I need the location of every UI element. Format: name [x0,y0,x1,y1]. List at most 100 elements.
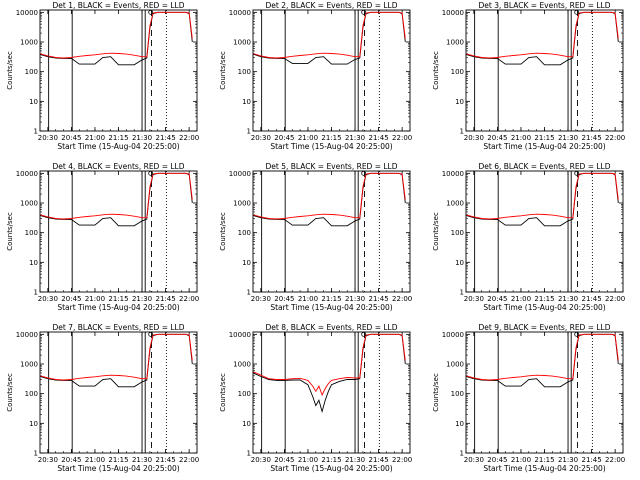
chart-title: Det 8, BLACK = Events, RED = LLD [265,323,397,332]
x-tick-label: 21:30 [132,295,152,303]
series-line-events [39,172,193,227]
x-tick-label: 21:00 [298,456,318,464]
y-tick-label: 1000 [233,200,251,208]
series-line-lld [465,172,619,220]
x-tick-label: 21:30 [132,456,152,464]
x-tick-label: 20:30 [38,295,58,303]
chart-panel-4: Det 4, BLACK = Events, RED = LLD 1 10 100 10… [6,162,199,312]
plot-frame [465,331,624,454]
y-tick-label: 1 [460,450,464,458]
x-tick-label: 21:45 [369,295,389,303]
x-tick-label: 21:15 [321,134,341,142]
y-tick-label: 10 [242,420,251,428]
x-tick-label: 20:30 [38,456,58,464]
y-tick-label: 10000 [442,331,464,339]
y-tick-label: 10 [455,420,464,428]
x-tick-label: 20:30 [251,134,271,142]
y-tick-label: 100 [25,68,38,76]
x-tick-label: 22:00 [392,134,412,142]
x-tick-label: 21:00 [298,134,318,142]
series-line-lld [252,11,406,59]
y-tick-label: 10000 [16,170,38,178]
y-tick-label: 10 [455,98,464,106]
y-tick-label: 10 [29,420,38,428]
chart-title: Det 5, BLACK = Events, RED = LLD [265,162,397,171]
plot-frame [465,9,624,132]
y-tick-label: 10000 [442,9,464,17]
y-tick-label: 1 [34,289,38,297]
peak-marker [148,9,154,15]
series-line-lld [465,11,619,59]
x-tick-label: 21:45 [369,134,389,142]
x-axis-label: Start Time (15-Aug-04 20:25:00) [270,464,392,473]
y-tick-label: 10000 [16,331,38,339]
x-tick-label: 20:30 [251,456,271,464]
series-line-lld [39,11,193,59]
y-tick-label: 100 [238,68,251,76]
chart-panel-1: Det 1, BLACK = Events, RED = LLD 1 10 100 10… [6,1,199,151]
x-tick-label: 21:00 [85,295,105,303]
y-tick-label: 10000 [16,9,38,17]
series-line-events [252,11,406,65]
y-axis-label: Counts/sec [432,373,440,412]
y-tick-label: 1 [460,289,464,297]
x-tick-label: 22:00 [179,456,199,464]
chart-title: Det 2, BLACK = Events, RED = LLD [265,1,397,10]
x-axis-label: Start Time (15-Aug-04 20:25:00) [270,303,392,312]
y-axis-label: Counts/sec [6,51,14,90]
x-tick-label: 20:45 [274,134,294,142]
x-tick-label: 20:45 [274,295,294,303]
y-tick-label: 100 [451,390,464,398]
series-line-lld [39,333,193,381]
x-tick-label: 21:00 [511,456,531,464]
y-tick-label: 1 [34,450,38,458]
peak-marker [361,9,367,15]
chart-title: Det 6, BLACK = Events, RED = LLD [478,162,610,171]
chart-title: Det 7, BLACK = Events, RED = LLD [52,323,184,332]
y-tick-label: 100 [238,229,251,237]
chart-panel-2: Det 2, BLACK = Events, RED = LLD 1 10 100 10… [219,1,412,151]
x-axis-label: Start Time (15-Aug-04 20:25:00) [57,303,179,312]
x-tick-label: 21:45 [369,456,389,464]
x-tick-label: 22:00 [605,456,625,464]
x-tick-label: 20:45 [61,456,81,464]
plot-frame [39,170,198,293]
x-tick-label: 21:30 [558,456,578,464]
x-axis-label: Start Time (15-Aug-04 20:25:00) [57,464,179,473]
y-tick-label: 10 [29,98,38,106]
y-tick-label: 100 [451,229,464,237]
y-tick-label: 100 [25,390,38,398]
x-tick-label: 21:45 [156,295,176,303]
peak-marker [574,170,580,176]
x-axis-label: Start Time (15-Aug-04 20:25:00) [57,142,179,151]
y-axis-label: Counts/sec [432,51,440,90]
x-tick-label: 21:45 [156,134,176,142]
y-tick-label: 1000 [233,39,251,47]
y-tick-label: 1 [247,289,251,297]
chart-panel-5: Det 5, BLACK = Events, RED = LLD 1 10 100 10… [219,162,412,312]
chart-title: Det 9, BLACK = Events, RED = LLD [478,323,610,332]
y-tick-label: 1000 [20,200,38,208]
plot-frame [39,9,198,132]
peak-marker [574,331,580,337]
peak-marker [361,170,367,176]
series-line-events [252,172,406,227]
x-tick-label: 21:00 [85,456,105,464]
series-line-events [465,11,619,66]
x-tick-label: 21:45 [156,456,176,464]
x-tick-label: 21:15 [321,295,341,303]
x-tick-label: 21:45 [582,295,602,303]
y-tick-label: 1000 [20,361,38,369]
y-axis-label: Counts/sec [219,373,227,412]
series-line-lld [465,333,619,381]
y-axis-label: Counts/sec [6,373,14,412]
y-tick-label: 10000 [229,170,251,178]
chart-title: Det 4, BLACK = Events, RED = LLD [52,162,184,171]
x-tick-label: 21:00 [85,134,105,142]
x-tick-label: 21:45 [582,134,602,142]
x-axis-label: Start Time (15-Aug-04 20:25:00) [270,142,392,151]
y-tick-label: 10000 [442,170,464,178]
y-tick-label: 1000 [233,361,251,369]
x-tick-label: 20:45 [487,134,507,142]
x-tick-label: 21:15 [534,295,554,303]
